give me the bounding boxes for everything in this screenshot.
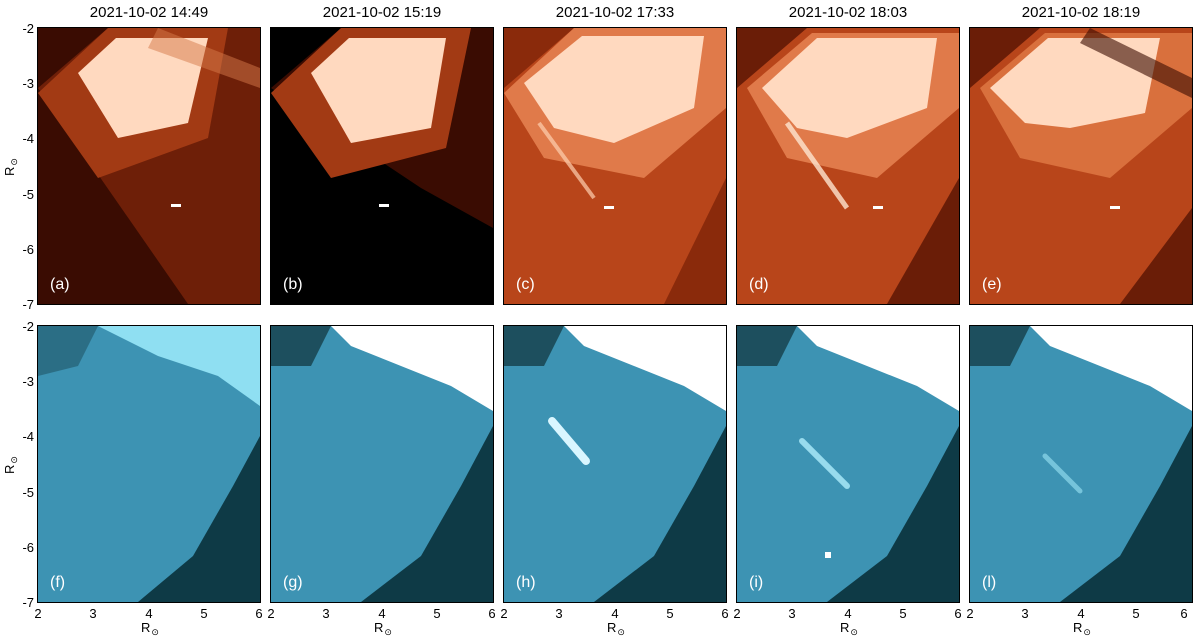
panel-f: (f) bbox=[37, 325, 261, 603]
xtick: 3 bbox=[89, 606, 97, 621]
panel-e: (e) bbox=[969, 27, 1193, 305]
xtick: 4 bbox=[611, 606, 619, 621]
panel-label-c: (c) bbox=[516, 276, 535, 293]
xtick: 2 bbox=[34, 606, 42, 621]
panel-f-image bbox=[38, 326, 260, 602]
xtick: 6 bbox=[255, 606, 263, 621]
ytick-top: -4 bbox=[22, 131, 34, 146]
panel-d: (d) bbox=[736, 27, 960, 305]
xtick: 6 bbox=[721, 606, 729, 621]
xtick: 5 bbox=[666, 606, 674, 621]
timestamp-1: 2021-10-02 14:49 bbox=[89, 4, 209, 21]
xtick: 3 bbox=[1021, 606, 1029, 621]
x-axis-label-1: R⊙ bbox=[141, 620, 159, 637]
ytick-bottom: -5 bbox=[22, 485, 34, 500]
xtick: 3 bbox=[788, 606, 796, 621]
panel-d-image bbox=[737, 28, 959, 304]
panel-c-image bbox=[504, 28, 726, 304]
y-axis-label-top: R⊙ bbox=[1, 158, 19, 176]
xtick: 4 bbox=[1077, 606, 1085, 621]
panel-a-image bbox=[38, 28, 260, 304]
xtick: 2 bbox=[733, 606, 741, 621]
panel-label-a: (a) bbox=[50, 276, 70, 293]
panel-label-h: (h) bbox=[516, 574, 536, 591]
panel-i-image bbox=[737, 326, 959, 602]
x-axis-label-5: R⊙ bbox=[1073, 620, 1091, 637]
xtick: 3 bbox=[555, 606, 563, 621]
timestamp-2: 2021-10-02 15:19 bbox=[322, 4, 442, 21]
xtick: 6 bbox=[488, 606, 496, 621]
ytick-top: -3 bbox=[22, 76, 34, 91]
xtick: 2 bbox=[966, 606, 974, 621]
x-axis-label-3: R⊙ bbox=[607, 620, 625, 637]
ytick-top: -5 bbox=[22, 187, 34, 202]
y-axis-label-bottom: R⊙ bbox=[1, 456, 19, 474]
panel-a: (a) bbox=[37, 27, 261, 305]
timestamp-5: 2021-10-02 18:19 bbox=[1021, 4, 1141, 21]
xtick: 6 bbox=[1180, 606, 1188, 621]
x-axis-label-4: R⊙ bbox=[840, 620, 858, 637]
panel-label-i: (i) bbox=[749, 574, 764, 591]
panel-label-l: (l) bbox=[982, 574, 997, 591]
panel-label-b: (b) bbox=[283, 276, 303, 293]
panel-l: (l) bbox=[969, 325, 1193, 603]
xtick: 5 bbox=[1132, 606, 1140, 621]
panel-label-f: (f) bbox=[50, 574, 66, 591]
xtick: 3 bbox=[322, 606, 330, 621]
ytick-top: -6 bbox=[22, 242, 34, 257]
panel-g: (g) bbox=[270, 325, 494, 603]
panel-label-g: (g) bbox=[283, 574, 303, 591]
panel-i: (i) bbox=[736, 325, 960, 603]
xtick: 5 bbox=[899, 606, 907, 621]
panel-e-image bbox=[970, 28, 1192, 304]
panel-h: (h) bbox=[503, 325, 727, 603]
xtick: 2 bbox=[267, 606, 275, 621]
panel-h-image bbox=[504, 326, 726, 602]
xtick: 2 bbox=[500, 606, 508, 621]
panel-g-image bbox=[271, 326, 493, 602]
timestamp-3: 2021-10-02 17:33 bbox=[555, 4, 675, 21]
xtick: 4 bbox=[844, 606, 852, 621]
ytick-top: -7 bbox=[22, 297, 34, 312]
panel-l-image bbox=[970, 326, 1192, 602]
panel-label-d: (d) bbox=[749, 276, 769, 293]
timestamp-4: 2021-10-02 18:03 bbox=[788, 4, 908, 21]
xtick: 5 bbox=[433, 606, 441, 621]
x-axis-label-2: R⊙ bbox=[374, 620, 392, 637]
panel-b: (b) bbox=[270, 27, 494, 305]
ytick-bottom: -3 bbox=[22, 374, 34, 389]
panel-label-e: (e) bbox=[982, 276, 1002, 293]
panel-b-image bbox=[271, 28, 493, 228]
ytick-bottom: -2 bbox=[22, 319, 34, 334]
xtick: 5 bbox=[200, 606, 208, 621]
xtick: 4 bbox=[145, 606, 153, 621]
xtick: 4 bbox=[378, 606, 386, 621]
ytick-top: -2 bbox=[22, 21, 34, 36]
ytick-bottom: -7 bbox=[22, 595, 34, 610]
panel-c: (c) bbox=[503, 27, 727, 305]
ytick-bottom: -6 bbox=[22, 540, 34, 555]
xtick: 6 bbox=[954, 606, 962, 621]
ytick-bottom: -4 bbox=[22, 429, 34, 444]
